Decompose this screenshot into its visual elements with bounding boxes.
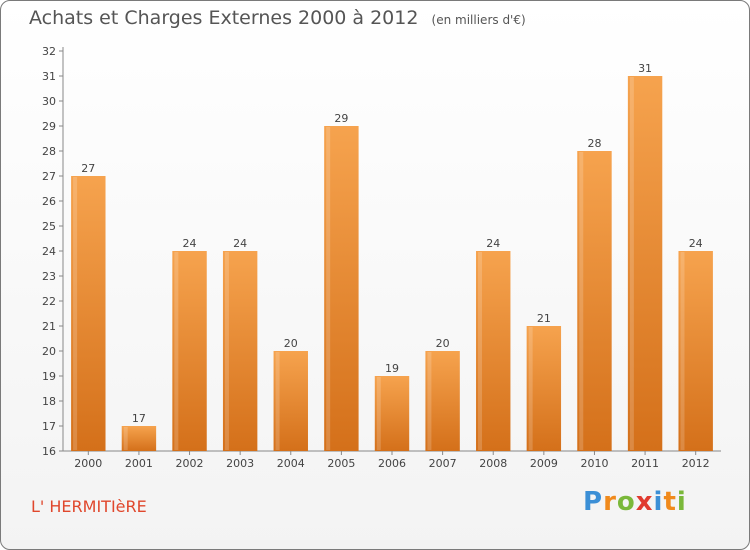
bar-highlight <box>174 252 179 450</box>
proxiti-logo: Proxiti <box>583 487 687 517</box>
x-tick-label: 2004 <box>277 457 305 470</box>
bar-value-label: 21 <box>537 312 551 325</box>
bar-highlight <box>478 252 483 450</box>
bar-value-label: 29 <box>334 112 348 125</box>
x-tick-label: 2006 <box>378 457 406 470</box>
bar-value-label: 19 <box>385 362 399 375</box>
y-tick-label: 29 <box>42 120 56 133</box>
y-tick-label: 27 <box>42 170 56 183</box>
bar <box>374 376 410 451</box>
logo-letter: r <box>603 487 617 517</box>
bar-value-label: 28 <box>587 137 601 150</box>
bar <box>476 251 511 451</box>
x-tick-label: 2008 <box>479 457 507 470</box>
logo-letter: i <box>653 487 664 517</box>
logo-letter: i <box>676 487 687 517</box>
x-tick-label: 2005 <box>327 457 355 470</box>
y-tick-label: 28 <box>42 145 56 158</box>
logo-letter: x <box>635 487 654 517</box>
bar <box>172 251 207 451</box>
logo-letter: t <box>663 487 677 517</box>
y-tick-label: 21 <box>42 320 56 333</box>
chart-unit: (en milliers d'€) <box>431 13 526 27</box>
bar-value-label: 31 <box>638 62 652 75</box>
logo-letter: P <box>583 487 604 517</box>
bar <box>678 251 713 451</box>
y-tick-label: 18 <box>42 395 56 408</box>
chart-title: Achats et Charges Externes 2000 à 2012 <box>29 7 419 29</box>
y-tick-label: 31 <box>42 70 56 83</box>
bar <box>627 76 663 451</box>
y-tick-label: 26 <box>42 195 56 208</box>
x-tick-label: 2010 <box>580 457 608 470</box>
chart-title-block: Achats et Charges Externes 2000 à 2012 (… <box>29 7 526 29</box>
y-tick-label: 17 <box>42 420 56 433</box>
bar-value-label: 24 <box>183 237 197 250</box>
x-tick-label: 2012 <box>682 457 710 470</box>
bar <box>71 176 106 451</box>
logo-letter: o <box>616 487 636 517</box>
y-tick-label: 19 <box>42 370 56 383</box>
bar <box>577 151 612 451</box>
bar <box>324 126 359 451</box>
y-tick-label: 32 <box>42 45 56 58</box>
bar <box>222 251 258 451</box>
bar-highlight <box>224 252 229 450</box>
x-tick-label: 2009 <box>530 457 558 470</box>
bar <box>121 426 157 451</box>
chart-bars <box>71 76 713 451</box>
bar-highlight <box>680 252 685 450</box>
bar-highlight <box>326 127 331 450</box>
bar-highlight <box>629 77 634 450</box>
bar-highlight <box>275 352 280 450</box>
bar-highlight <box>579 152 584 450</box>
y-tick-label: 30 <box>42 95 56 108</box>
x-tick-label: 2001 <box>125 457 153 470</box>
bar-highlight <box>123 427 128 450</box>
bar-value-label: 24 <box>689 237 703 250</box>
y-tick-label: 20 <box>42 345 56 358</box>
y-tick-label: 25 <box>42 220 56 233</box>
commune-name: L' HERMITIèRE <box>31 497 147 516</box>
bar-value-label: 20 <box>436 337 450 350</box>
bar-value-label: 24 <box>486 237 500 250</box>
x-tick-label: 2002 <box>176 457 204 470</box>
bar-highlight <box>528 327 533 450</box>
bar-value-label: 17 <box>132 412 146 425</box>
y-tick-label: 23 <box>42 270 56 283</box>
x-tick-label: 2003 <box>226 457 254 470</box>
y-tick-label: 22 <box>42 295 56 308</box>
bar <box>526 326 562 451</box>
bar <box>425 351 460 451</box>
x-tick-label: 2007 <box>429 457 457 470</box>
bar-value-label: 27 <box>81 162 95 175</box>
x-tick-label: 2000 <box>74 457 102 470</box>
chart-data-labels: 27 17 24 24 20 29 19 20 24 21 28 31 24 <box>81 62 702 425</box>
bar-highlight <box>427 352 432 450</box>
y-tick-label: 24 <box>42 245 56 258</box>
bar-highlight <box>73 177 78 450</box>
bar <box>273 351 308 451</box>
bar-value-label: 24 <box>233 237 247 250</box>
bar-value-label: 20 <box>284 337 298 350</box>
y-tick-label: 16 <box>42 445 56 458</box>
x-tick-label: 2011 <box>631 457 659 470</box>
bar-highlight <box>376 377 381 450</box>
